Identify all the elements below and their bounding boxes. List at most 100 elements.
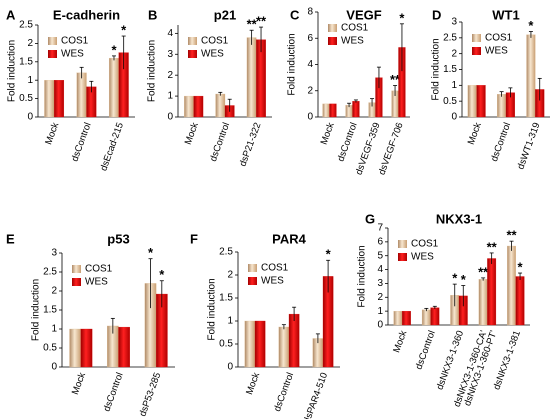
y-tick-label: 2 (451, 48, 457, 59)
bar (497, 94, 507, 118)
y-tick-label: 1 (227, 316, 233, 327)
y-tick-label: 1 (377, 306, 383, 317)
y-axis-label: Fold induction (147, 40, 158, 102)
bar (193, 95, 204, 118)
bar (421, 309, 431, 326)
y-axis-label: Fold induction (287, 33, 298, 95)
legend-label: COS1 (485, 33, 513, 44)
bar (278, 326, 290, 368)
x-tick-label: dsWT1-319 (515, 121, 542, 171)
y-tick-label: 7 (377, 223, 383, 234)
y-tick-label: 2 (227, 270, 233, 281)
y-tick-label: 0 (377, 320, 383, 331)
x-tick-label: dsControl (335, 121, 359, 163)
x-tick-label: Mock (391, 329, 409, 354)
x-tick-label: Mock (319, 121, 337, 146)
x-tick-label: Mock (183, 121, 201, 146)
bar (215, 93, 226, 118)
panel-letter: F (190, 231, 198, 246)
significance-mark: * (121, 22, 127, 37)
y-tick-label: 2.5 (43, 267, 57, 278)
y-tick-label: 0 (307, 112, 313, 123)
bar (288, 313, 300, 368)
significance-mark: * (452, 271, 458, 286)
y-tick-label: 6 (377, 236, 383, 247)
legend-label: WES (341, 36, 364, 47)
significance-mark: * (326, 247, 332, 262)
x-tick-label: dsControl (489, 121, 513, 163)
x-tick-label: dsP53-285 (137, 371, 163, 418)
panel-letter: E (6, 231, 15, 246)
y-axis-label: Fold induction (31, 279, 42, 341)
legend-label: WES (201, 49, 224, 60)
legend-swatch (248, 277, 257, 285)
y-tick-label: 8 (307, 7, 313, 18)
legend-swatch (72, 265, 81, 273)
bar (184, 95, 194, 118)
significance-mark: * (461, 272, 467, 287)
legend-label: COS1 (261, 263, 289, 274)
bar (80, 328, 93, 368)
bar (487, 258, 497, 326)
legend-label: WES (411, 252, 434, 263)
y-tick-label: 3 (451, 17, 457, 28)
y-tick-label: 4 (377, 264, 383, 275)
significance-mark: ** (390, 72, 401, 87)
x-tick-label: dsControl (272, 371, 296, 413)
x-tick-label: dsControl (101, 371, 125, 413)
legend-swatch (472, 47, 481, 55)
y-tick-label: 2 (27, 38, 33, 49)
panel-letter: G (365, 211, 375, 226)
y-tick-label: 1.5 (43, 305, 57, 316)
bar (393, 310, 403, 326)
significance-mark: * (528, 18, 534, 33)
y-tick-label: 4 (167, 28, 173, 39)
y-tick-label: 0 (167, 112, 173, 123)
y-tick-label: 0 (27, 112, 33, 123)
bar (254, 320, 266, 368)
bar (108, 57, 119, 118)
significance-mark: * (111, 42, 117, 57)
x-tick-label: dsControl (69, 121, 93, 163)
y-tick-label: 0 (51, 362, 57, 373)
legend-swatch (328, 37, 337, 45)
y-tick-label: 1 (451, 80, 457, 91)
y-tick-label: 2 (167, 70, 173, 81)
legend-label: WES (261, 276, 284, 287)
legend-swatch (398, 253, 407, 261)
bar (246, 37, 257, 118)
y-tick-label: 0.5 (219, 339, 233, 350)
bar (402, 310, 411, 326)
bar (44, 80, 55, 118)
bar (244, 320, 256, 368)
legend-swatch (398, 240, 407, 248)
y-tick-label: 3 (51, 248, 57, 259)
y-tick-label: 2.5 (219, 247, 233, 258)
legend-label: WES (85, 277, 108, 288)
y-tick-label: 2 (307, 85, 313, 96)
x-tick-label: dsP21-322 (237, 121, 263, 168)
bar (118, 326, 130, 368)
y-tick-label: 1 (27, 75, 33, 86)
x-tick-label: dsControl (208, 121, 232, 163)
y-tick-label: 4 (307, 59, 313, 70)
bar (352, 101, 360, 118)
legend-swatch (72, 278, 81, 286)
bar (478, 279, 488, 326)
y-tick-label: 3 (377, 278, 383, 289)
x-tick-label: dsPAR4-510 (302, 371, 331, 419)
significance-mark: ** (487, 239, 498, 254)
y-tick-label: 2.5 (443, 32, 457, 43)
chart-title: p53 (107, 231, 129, 246)
y-tick-label: 1 (51, 324, 57, 335)
panel-letter: D (432, 7, 441, 22)
legend-swatch (248, 264, 257, 272)
y-tick-label: 0 (451, 112, 457, 123)
chart-title: p21 (214, 7, 236, 22)
significance-mark: * (159, 267, 165, 282)
bar (329, 103, 337, 118)
legend-swatch (188, 50, 197, 58)
bar (515, 276, 525, 326)
y-tick-label: 1 (167, 91, 173, 102)
